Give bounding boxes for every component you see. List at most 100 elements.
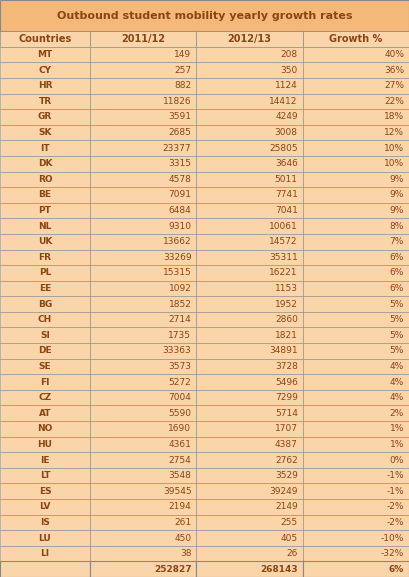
Text: 3646: 3646 xyxy=(275,159,298,168)
Text: 1153: 1153 xyxy=(275,284,298,293)
Bar xyxy=(0,171,90,187)
Bar xyxy=(0,421,90,437)
Text: 5%: 5% xyxy=(390,346,404,355)
Bar xyxy=(303,218,409,234)
Text: Countries: Countries xyxy=(18,34,72,44)
Bar xyxy=(90,31,196,47)
Bar xyxy=(196,530,303,546)
Bar xyxy=(196,171,303,187)
Text: 7299: 7299 xyxy=(275,393,298,402)
Text: 1092: 1092 xyxy=(169,284,191,293)
Text: 9%: 9% xyxy=(390,206,404,215)
Bar xyxy=(196,359,303,374)
Text: Outbound student mobility yearly growth rates: Outbound student mobility yearly growth … xyxy=(57,10,352,21)
Bar xyxy=(90,125,196,140)
Text: 5496: 5496 xyxy=(275,377,298,387)
Bar xyxy=(303,328,409,343)
Bar xyxy=(303,530,409,546)
Bar xyxy=(196,374,303,390)
Bar xyxy=(303,249,409,265)
Text: -2%: -2% xyxy=(387,503,404,511)
Bar xyxy=(0,265,90,280)
Bar xyxy=(0,452,90,468)
Bar xyxy=(196,109,303,125)
Bar xyxy=(90,530,196,546)
Bar xyxy=(196,140,303,156)
Bar xyxy=(303,312,409,328)
Text: CH: CH xyxy=(38,315,52,324)
Text: HR: HR xyxy=(38,81,52,90)
Text: 208: 208 xyxy=(281,50,298,59)
Bar xyxy=(0,530,90,546)
Text: DK: DK xyxy=(38,159,52,168)
Text: 252827: 252827 xyxy=(154,565,191,574)
Bar xyxy=(90,546,196,561)
Text: GR: GR xyxy=(38,113,52,122)
Bar xyxy=(196,546,303,561)
Text: 33363: 33363 xyxy=(163,346,191,355)
Text: 14412: 14412 xyxy=(270,97,298,106)
Text: 35311: 35311 xyxy=(269,253,298,262)
Text: LT: LT xyxy=(40,471,50,480)
Bar xyxy=(0,437,90,452)
Text: 5590: 5590 xyxy=(169,409,191,418)
Text: 4361: 4361 xyxy=(169,440,191,449)
Bar xyxy=(0,328,90,343)
Bar xyxy=(196,561,303,577)
Bar xyxy=(90,109,196,125)
Bar xyxy=(196,62,303,78)
Text: 23377: 23377 xyxy=(163,144,191,153)
Text: CY: CY xyxy=(38,66,52,74)
Text: 1%: 1% xyxy=(390,440,404,449)
Bar xyxy=(303,265,409,280)
Bar xyxy=(303,93,409,109)
Bar xyxy=(90,437,196,452)
Text: 9%: 9% xyxy=(390,190,404,200)
Bar xyxy=(0,93,90,109)
Text: 3315: 3315 xyxy=(169,159,191,168)
Bar xyxy=(90,203,196,218)
Bar xyxy=(196,406,303,421)
Bar xyxy=(90,187,196,203)
Bar xyxy=(303,62,409,78)
Text: EE: EE xyxy=(39,284,51,293)
Text: 2194: 2194 xyxy=(169,503,191,511)
Text: 405: 405 xyxy=(281,534,298,542)
Bar xyxy=(196,78,303,93)
Bar xyxy=(0,374,90,390)
Text: Growth %: Growth % xyxy=(329,34,382,44)
Text: 7004: 7004 xyxy=(169,393,191,402)
Bar xyxy=(196,328,303,343)
Bar xyxy=(0,156,90,171)
Bar xyxy=(303,234,409,249)
Text: 2860: 2860 xyxy=(275,315,298,324)
Text: 3728: 3728 xyxy=(275,362,298,371)
Bar xyxy=(90,297,196,312)
Bar xyxy=(90,343,196,359)
Text: 1852: 1852 xyxy=(169,299,191,309)
Text: 7091: 7091 xyxy=(169,190,191,200)
Bar xyxy=(303,31,409,47)
Text: SK: SK xyxy=(38,128,52,137)
Text: 2754: 2754 xyxy=(169,455,191,464)
Bar xyxy=(90,359,196,374)
Bar xyxy=(0,499,90,515)
Text: 10%: 10% xyxy=(384,144,404,153)
Bar xyxy=(303,109,409,125)
Text: 26: 26 xyxy=(286,549,298,558)
Bar xyxy=(196,187,303,203)
Text: SE: SE xyxy=(39,362,51,371)
Bar xyxy=(303,78,409,93)
Bar xyxy=(90,468,196,484)
Text: 7741: 7741 xyxy=(275,190,298,200)
Text: 6%: 6% xyxy=(390,284,404,293)
Bar xyxy=(196,249,303,265)
Text: 257: 257 xyxy=(174,66,191,74)
Text: ES: ES xyxy=(39,487,51,496)
Text: IT: IT xyxy=(40,144,50,153)
Bar xyxy=(196,390,303,406)
Bar xyxy=(303,343,409,359)
Bar xyxy=(303,125,409,140)
Bar xyxy=(90,249,196,265)
Text: 36%: 36% xyxy=(384,66,404,74)
